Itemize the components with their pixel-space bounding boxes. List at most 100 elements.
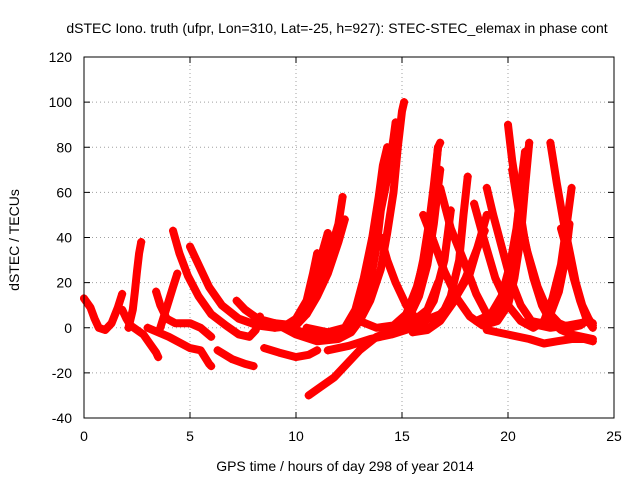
y-tick-label: -20 [52,365,72,381]
point-marker [355,316,364,325]
chart-title: dSTEC Iono. truth (ufpr, Lon=310, Lat=-2… [66,20,607,36]
point-marker [302,323,311,332]
point-marker [323,346,332,355]
data-series-22 [398,143,443,328]
data-series-7 [143,323,216,371]
point-marker [387,323,396,332]
point-marker [304,391,313,400]
point-marker [419,210,428,219]
point-marker [567,183,576,192]
data-series-3 [124,238,146,332]
point-marker [232,296,241,305]
series-band [152,287,216,341]
data-series-15 [292,118,400,341]
data-series-9 [213,346,258,371]
point-marker [118,305,127,314]
data-series-4 [152,287,216,341]
y-tick-label: 100 [49,94,73,110]
data-series-34 [525,317,597,332]
point-marker [270,319,279,328]
point-marker [436,183,445,192]
series-band [124,238,146,332]
y-tick-label: -40 [52,410,72,426]
y-tick-label: 20 [56,275,72,291]
series-band [472,188,525,325]
point-marker [186,242,194,251]
series-band [156,269,182,332]
point-marker [323,228,332,237]
point-marker [152,287,161,296]
point-marker [419,316,428,325]
series-band [302,143,392,337]
point-marker [482,183,491,192]
x-tick-label: 25 [606,428,622,444]
x-tick-label: 20 [500,428,516,444]
point-marker [338,192,347,201]
series-band [169,226,264,341]
y-tick-label: 0 [64,320,72,336]
series-band [482,326,597,348]
point-marker [313,249,322,258]
series-band [213,346,258,371]
series-band [80,289,127,334]
data-series-16 [302,143,392,337]
y-tick-label: 60 [56,184,72,200]
x-tick-label: 15 [394,428,410,444]
point-marker [391,118,400,127]
x-axis-label: GPS time / hours of day 298 of year 2014 [216,458,474,474]
point-marker [124,323,133,332]
tick-labels: 0 5 10 15 20 25 -40 -20 0 20 40 60 80 100 120 [49,49,622,444]
point-marker [249,362,258,371]
point-marker [169,226,178,235]
point-marker [470,199,479,208]
point-marker [557,224,565,233]
point-marker [207,332,216,341]
point-marker [546,138,555,147]
x-tick-label: 5 [186,428,194,444]
point-marker [434,143,443,152]
series-band [281,249,322,330]
data-layer [80,98,597,400]
point-marker [463,172,472,181]
y-tick-label: 80 [56,139,72,155]
point-marker [207,362,216,371]
series-band [143,323,216,371]
point-marker [173,269,182,278]
data-series-13 [260,344,322,362]
point-marker [408,328,417,337]
point-marker [400,98,409,107]
point-marker [313,346,322,355]
point-marker [137,238,146,247]
point-marker [525,138,534,147]
series-band [292,118,400,341]
point-marker [525,319,534,328]
ticks [83,56,615,419]
point-marker [504,120,512,129]
point-marker [154,353,163,362]
point-marker [213,346,222,355]
point-marker [376,233,385,242]
y-axis-label: dSTEC / TECUs [6,189,22,291]
point-marker [588,319,597,328]
point-marker [508,165,517,174]
point-marker [520,147,529,156]
point-marker [143,323,152,332]
point-marker [472,316,481,325]
x-tick-label: 0 [80,428,88,444]
series-band [270,98,409,346]
point-marker [516,188,525,197]
point-marker [398,319,406,328]
series-band [260,344,322,362]
point-marker [292,326,300,335]
y-tick-label: 120 [49,49,73,65]
point-marker [249,316,258,325]
y-tick-label: 40 [56,230,72,246]
data-series-5 [156,269,182,332]
series-band [323,206,455,355]
x-tick-label: 10 [288,428,304,444]
point-marker [118,289,127,298]
point-marker [260,344,269,353]
data-series-18 [323,206,455,355]
